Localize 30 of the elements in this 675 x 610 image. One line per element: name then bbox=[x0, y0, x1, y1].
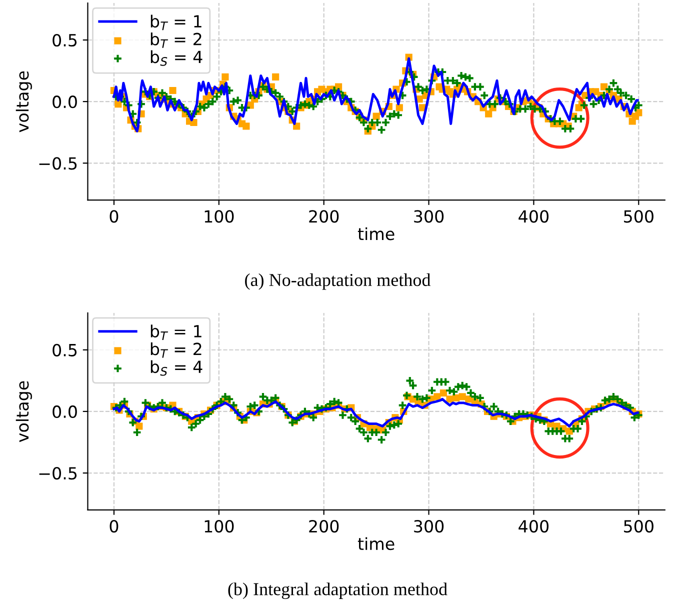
x-tick-label: 0 bbox=[110, 520, 118, 533]
legend-label: b$_{T}$ = 1 bbox=[150, 14, 202, 30]
legend-label: b$_{S}$ = 4 bbox=[150, 360, 202, 376]
x-tick-label: 500 bbox=[624, 520, 654, 533]
y-axis-title: voltage bbox=[16, 381, 32, 442]
x-tick-label: 400 bbox=[518, 520, 549, 533]
x-tick-label: 300 bbox=[414, 210, 444, 223]
x-tick-label: 100 bbox=[204, 210, 234, 223]
legend-label: b$_{T}$ = 1 bbox=[150, 324, 202, 340]
x-tick-label: 200 bbox=[309, 210, 339, 223]
x-axis-title: time bbox=[358, 227, 394, 240]
legend-label: b$_{T}$ = 2 bbox=[150, 32, 202, 48]
text: (b) Integral adaptation method bbox=[228, 582, 448, 600]
x-tick-label: 400 bbox=[518, 210, 549, 223]
x-tick-label: 500 bbox=[624, 210, 654, 223]
x-tick-label: 300 bbox=[414, 520, 444, 533]
x-tick-label: 0 bbox=[110, 210, 118, 223]
x-tick-label: 100 bbox=[204, 520, 234, 533]
legend-label: b$_{S}$ = 4 bbox=[150, 50, 202, 66]
x-tick-label: 200 bbox=[309, 520, 339, 533]
legend-label: b$_{T}$ = 2 bbox=[150, 342, 202, 358]
y-axis-title: voltage bbox=[16, 71, 32, 132]
y-tick-label: 0.0 bbox=[52, 405, 77, 418]
text: (a) No-adaptation method bbox=[245, 273, 431, 290]
y-tick-label: −0.5 bbox=[39, 466, 77, 480]
y-tick-label: 0.5 bbox=[52, 34, 77, 47]
y-tick-label: 0.0 bbox=[52, 96, 77, 108]
y-tick-label: 0.5 bbox=[52, 344, 77, 356]
x-axis-title: time bbox=[358, 537, 394, 550]
y-tick-label: −0.5 bbox=[39, 157, 77, 170]
